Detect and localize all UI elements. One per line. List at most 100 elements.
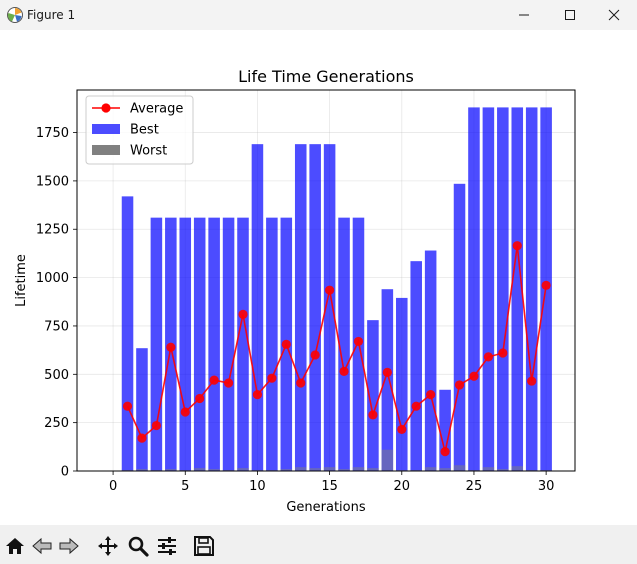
- y-tick-label: 250: [44, 416, 69, 431]
- average-point: [180, 407, 190, 417]
- back-button[interactable]: [30, 534, 54, 558]
- legend-label: Best: [130, 123, 159, 138]
- save-button[interactable]: [192, 534, 216, 558]
- worst-bar: [367, 468, 379, 471]
- legend-label: Worst: [130, 144, 167, 159]
- worst-bar: [482, 467, 495, 471]
- worst-bar: [136, 469, 148, 471]
- average-point: [195, 393, 205, 404]
- worst-bar: [453, 465, 466, 471]
- x-tick-label: 30: [538, 479, 555, 494]
- best-bar: [453, 183, 466, 471]
- best-bar: [208, 217, 220, 471]
- average-point: [166, 342, 176, 352]
- best-bar: [294, 144, 307, 471]
- minimize-icon: [519, 14, 529, 16]
- worst-bar: [511, 466, 524, 471]
- worst-bar: [280, 469, 293, 471]
- maximize-icon: [565, 10, 575, 20]
- worst-bar: [424, 467, 437, 471]
- legend-bar-swatch: [92, 124, 120, 134]
- maximize-button[interactable]: [547, 0, 593, 30]
- legend-bar-swatch: [92, 145, 120, 155]
- minimize-button[interactable]: [501, 0, 547, 30]
- close-button[interactable]: [591, 0, 637, 30]
- average-series: [122, 241, 551, 457]
- average-point: [137, 433, 147, 443]
- configure-subplots-button[interactable]: [155, 534, 179, 558]
- axis-ticks: 0 5 10 15 20 25 30 0 250 500 750 1000 1250 1500 1750: [36, 126, 554, 494]
- average-point: [325, 285, 335, 295]
- worst-bar: [381, 449, 394, 471]
- y-tick-label: 1250: [36, 223, 69, 238]
- average-point: [296, 378, 306, 388]
- forward-arrow-icon: [59, 537, 79, 555]
- best-bar: [410, 261, 422, 471]
- home-icon: [6, 538, 24, 554]
- average-point: [382, 367, 392, 377]
- best-bar: [251, 144, 264, 471]
- best-bar: [309, 144, 321, 471]
- average-point: [397, 424, 407, 435]
- x-axis-label: Generations: [286, 500, 366, 515]
- average-point: [281, 339, 291, 349]
- average-point: [440, 447, 450, 457]
- zoom-button[interactable]: [126, 534, 150, 558]
- best-bar: [323, 144, 336, 471]
- pan-icon: [98, 536, 118, 556]
- best-bar: [150, 217, 163, 471]
- forward-button[interactable]: [57, 534, 81, 558]
- worst-bar: [294, 467, 307, 471]
- best-bar: [121, 196, 134, 472]
- y-tick-label: 500: [44, 368, 69, 383]
- average-point: [339, 366, 349, 376]
- best-bar: [439, 389, 451, 471]
- worst-bar: [208, 469, 220, 471]
- best-bar: [396, 297, 408, 471]
- worst-bar: [309, 468, 321, 471]
- average-point: [267, 373, 277, 383]
- average-point: [209, 375, 219, 385]
- matplotlib-figure-icon: [6, 6, 24, 24]
- pan-button[interactable]: [96, 534, 120, 558]
- average-point: [252, 390, 263, 400]
- average-point: [483, 352, 493, 362]
- best-bar: [424, 250, 437, 471]
- average-point: [512, 241, 522, 251]
- y-tick-label: 0: [61, 465, 69, 480]
- worst-bar: [338, 469, 350, 471]
- y-tick-label: 1750: [36, 126, 69, 141]
- x-tick-label: 20: [394, 479, 411, 494]
- zoom-icon: [128, 536, 149, 557]
- legend: Average Best Worst: [85, 95, 194, 165]
- best-bar: [179, 217, 192, 471]
- close-icon: [608, 9, 620, 21]
- average-point: [151, 420, 161, 431]
- worst-bar: [237, 468, 249, 471]
- home-button[interactable]: [3, 534, 27, 558]
- y-tick-label: 1000: [36, 271, 69, 286]
- best-bar: [381, 289, 394, 471]
- window-titlebar: Figure 1: [0, 0, 637, 30]
- x-tick-label: 5: [181, 479, 189, 494]
- legend-marker-swatch: [101, 103, 111, 113]
- y-tick-label: 1500: [36, 174, 69, 189]
- chart: 0 5 10 15 20 25 30 0 250 500 750 1000 1250 1500 1750 L…: [14, 67, 576, 515]
- figure-canvas[interactable]: 0 5 10 15 20 25 30 0 250 500 750 1000 1250 1500 1750 L…: [0, 30, 637, 525]
- worst-bar: [439, 468, 451, 471]
- best-bar: [222, 217, 235, 471]
- average-point: [122, 401, 133, 411]
- worst-bar: [165, 469, 177, 471]
- average-point: [541, 280, 551, 290]
- average-point: [310, 350, 320, 360]
- navigation-toolbar: [0, 525, 637, 564]
- average-point: [411, 401, 421, 411]
- worst-bar: [352, 467, 365, 471]
- save-icon: [194, 536, 214, 556]
- y-tick-label: 750: [44, 319, 69, 334]
- best-bar: [482, 107, 495, 471]
- average-point: [368, 410, 378, 420]
- worst-bar: [323, 467, 336, 471]
- axes-frame: [76, 89, 576, 472]
- best-bar: [193, 217, 206, 471]
